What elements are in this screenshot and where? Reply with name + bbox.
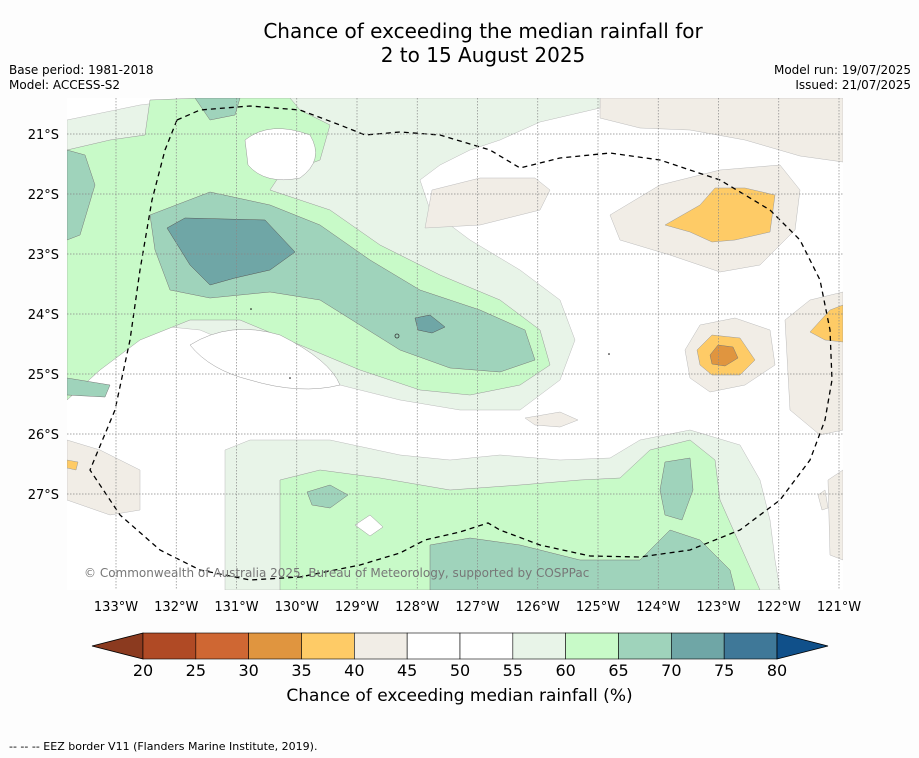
- longitude-label: 129°W: [335, 600, 379, 615]
- island-marker: [394, 333, 400, 339]
- band-65-lower-small: [306, 484, 349, 509]
- band-45-top-right: [599, 98, 843, 163]
- colorbar-arrow-low: [91, 632, 144, 660]
- colorbar-segment: [406, 632, 461, 660]
- colorbar-segment: [459, 632, 514, 660]
- gridlines: [67, 98, 843, 590]
- band-65-lower: [429, 529, 736, 590]
- model-run-text: Model run: 19/07/2025: [773, 63, 911, 77]
- colorbar-tick-label: 35: [291, 661, 311, 680]
- colorbar-tick-label: 75: [714, 661, 734, 680]
- band-45-small: [524, 411, 579, 428]
- eez-legend-text: -- -- -- EEZ border V11 (Flanders Marine…: [9, 740, 318, 753]
- longitude-label: 122°W: [757, 600, 801, 615]
- colorbar-tick-label: 45: [397, 661, 417, 680]
- chart-title: Chance of exceeding the median rainfall …: [0, 19, 919, 67]
- colorbar-tick-label: 30: [238, 661, 258, 680]
- colorbar-label: Chance of exceeding median rainfall (%): [286, 686, 633, 706]
- longitude-label: 127°W: [455, 600, 499, 615]
- latitude-label: 25°S: [28, 368, 59, 383]
- colorbar-arrow-high: [776, 632, 829, 660]
- longitude-label: 132°W: [154, 600, 198, 615]
- base-period-text: Base period: 1981-2018: [9, 63, 154, 77]
- longitude-label: 128°W: [395, 600, 439, 615]
- band-45-right-edge: [827, 469, 843, 561]
- colorbar-tick-label: 50: [450, 661, 470, 680]
- colorbar-tick-label: 25: [186, 661, 206, 680]
- colorbar-tick-label: 55: [503, 661, 523, 680]
- longitude-label: 130°W: [275, 600, 319, 615]
- model-text: Model: ACCESS-S2: [9, 78, 121, 92]
- latitude-label: 26°S: [28, 428, 59, 443]
- latitude-label: 22°S: [28, 188, 59, 203]
- colorbar-segment: [671, 632, 725, 660]
- longitude-label: 131°W: [214, 600, 258, 615]
- colorbar-segment: [301, 632, 355, 660]
- longitude-label: 123°W: [696, 600, 740, 615]
- band-70-small: [414, 314, 446, 334]
- colorbar-segment: [618, 632, 672, 660]
- title-line-1: Chance of exceeding the median rainfall …: [263, 19, 703, 43]
- band-65-small-left: [67, 377, 111, 398]
- band-45-left: [67, 439, 141, 516]
- band-65-left-edge: [67, 149, 96, 241]
- colorbar-segment: [195, 632, 249, 660]
- colorbar-tick-label: 70: [661, 661, 681, 680]
- colorbar-segment: [142, 632, 197, 660]
- island-dot-west: [289, 377, 291, 379]
- colorbar-tick-label: 20: [133, 661, 153, 680]
- longitude-label: 126°W: [516, 600, 560, 615]
- band-60-lower: [279, 439, 761, 590]
- longitude-label: 124°W: [636, 600, 680, 615]
- colorbar-segment: [723, 632, 778, 660]
- band-65-top: [194, 98, 241, 121]
- colorbar: 20 25 30 35 40 45 50 55 60 65 70 75 80: [91, 632, 829, 680]
- issued-text: Issued: 21/07/2025: [795, 78, 911, 92]
- colorbar-segment: [512, 632, 566, 660]
- map-field: [67, 98, 843, 590]
- colorbar-tick-label: 80: [767, 661, 787, 680]
- latitude-label: 23°S: [28, 248, 59, 263]
- island-dot-north: [250, 308, 252, 310]
- colorbar-segment: [565, 632, 619, 660]
- colorbar-tick-label: 40: [344, 661, 364, 680]
- island-dot-east: [608, 353, 610, 355]
- hole-upper: [244, 128, 316, 181]
- colorbar-tick-label: 65: [608, 661, 628, 680]
- title-line-2: 2 to 15 August 2025: [380, 43, 586, 67]
- hole-lower: [354, 514, 384, 537]
- eez-border: [89, 105, 833, 581]
- meta-right: Model run: 19/07/2025 Issued: 21/07/2025: [774, 63, 911, 93]
- band-35-left: [67, 459, 79, 471]
- colorbar-segment: [354, 632, 408, 660]
- band-35-right: [664, 187, 776, 243]
- latitude-label: 21°S: [28, 128, 59, 143]
- band-70-core: [166, 217, 296, 286]
- longitude-label: 125°W: [576, 600, 620, 615]
- band-45-dot: [817, 489, 829, 511]
- latitude-label: 27°S: [28, 488, 59, 503]
- colorbar-tick-label: 60: [555, 661, 575, 680]
- latitude-label: 24°S: [28, 308, 59, 323]
- band-30-core: [709, 344, 739, 367]
- latitude-labels: 21°S 22°S 23°S 24°S 25°S 26°S 27°S: [28, 128, 59, 503]
- band-45-mid: [424, 177, 551, 229]
- longitude-label: 121°W: [817, 600, 861, 615]
- meta-left: Base period: 1981-2018 Model: ACCESS-S2: [9, 63, 154, 93]
- longitude-label: 133°W: [94, 600, 138, 615]
- longitude-labels: 133°W 132°W 131°W 130°W 129°W 128°W 127°W 126°W…: [94, 600, 861, 615]
- copyright-text: © Commonwealth of Australia 2025, Bureau…: [84, 566, 589, 580]
- band-65-lower-island: [659, 457, 694, 521]
- colorbar-segment: [248, 632, 302, 660]
